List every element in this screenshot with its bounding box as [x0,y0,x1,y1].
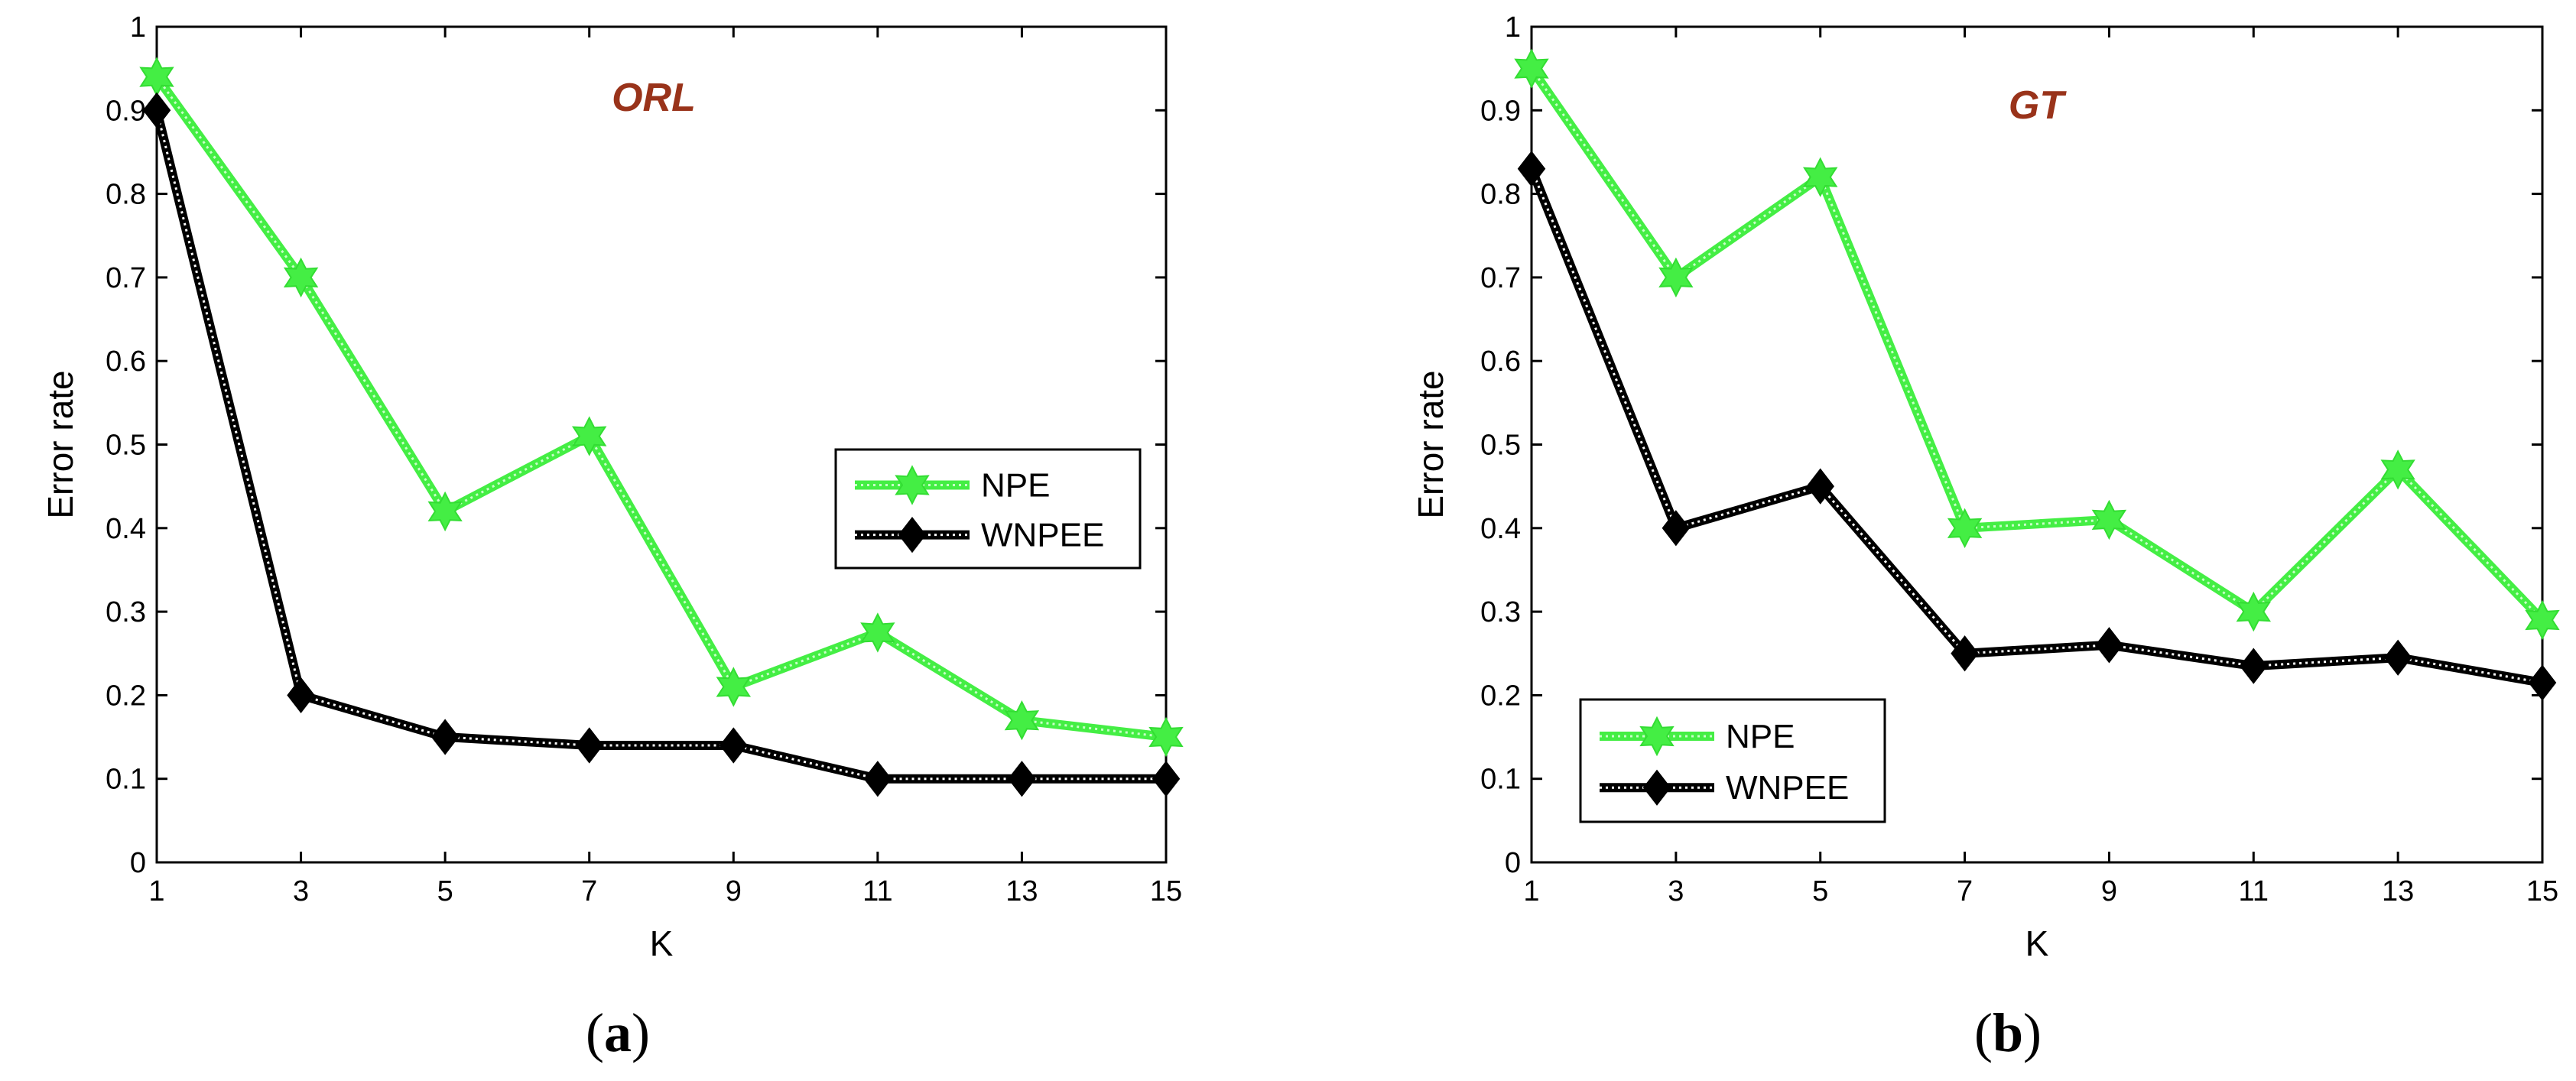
npe-point [2236,591,2272,632]
y-tick-label: 0.3 [1480,596,1521,628]
legend-box [834,448,1142,570]
wnpee-point [430,719,460,755]
wnpee-point [575,727,603,764]
wnpee-point [863,761,892,797]
npe-series-line-dash [155,76,1167,739]
chart-title: ORL [612,76,696,120]
y-tick-label: 0.7 [1480,262,1521,294]
y-tick-label: 0.3 [106,596,146,628]
y-tick-label: 0.1 [1480,764,1521,796]
y-tick-label: 0.2 [1480,680,1521,712]
x-tick-label: 9 [726,875,742,907]
legend-wnpee-label: WNPEE [981,517,1104,554]
npe-point [283,257,319,298]
x-axis-label: K [650,924,674,963]
npe-point [1802,157,1838,197]
wnpee-point [1517,151,1546,187]
npe-point [1658,257,1694,298]
x-tick-label: 7 [1957,875,1973,907]
x-tick-label: 3 [1668,875,1684,907]
npe-point [1947,508,1983,548]
wnpee-point [1152,761,1181,797]
x-tick-label: 11 [862,875,892,907]
legend-box [1579,698,1886,823]
y-tick-label: 0.6 [106,346,146,378]
npe-point [1148,716,1184,758]
x-tick-label: 13 [2382,875,2414,907]
x-tick-label: 5 [1812,875,1828,907]
x-tick-label: 1 [1523,875,1539,907]
wnpee-point [2095,627,2123,664]
y-axis-label: Error rate [1411,370,1450,518]
y-tick-label: 0.4 [106,513,146,545]
x-tick-label: 15 [1150,875,1182,907]
x-tick-label: 1 [148,875,164,907]
plot-area [155,25,1168,864]
y-tick-label: 0 [1505,847,1521,879]
y-tick-label: 0 [130,847,146,879]
npe-point [860,612,895,653]
legend-wnpee-label: WNPEE [1726,769,1849,807]
y-tick-label: 0.7 [106,262,146,294]
npe-point [427,491,463,532]
y-tick-label: 0.5 [106,430,146,462]
npe-point [716,667,752,707]
wnpee-point [2528,664,2557,701]
wnpee-point [142,92,171,128]
legend: NPE WNPEE [834,448,1142,570]
y-axis-label: Error rate [41,370,80,518]
wnpee-point [2383,639,2412,676]
x-tick-label: 13 [1005,875,1038,907]
y-tick-label: 0.1 [106,764,146,796]
wnpee-point [1806,468,1834,505]
npe-point [2380,450,2415,490]
x-axis-label: K [2025,924,2049,963]
wnpee-point [1008,761,1036,797]
chart-title: GT [2009,83,2067,128]
legend-npe-marker [895,465,930,505]
wnpee-point [720,727,748,764]
npe-point [571,416,607,456]
y-tick-label: 0.2 [106,680,146,712]
y-tick-label: 1 [1505,11,1521,44]
y-tick-label: 0.5 [1480,430,1521,462]
npe-series-line-dash [1530,67,2544,622]
legend-npe-marker [1639,716,1675,757]
x-tick-label: 11 [2239,875,2269,907]
wnpee-series-line-dash [1530,168,2543,684]
wnpee-point [2240,648,2268,684]
wnpee-point [1662,510,1691,547]
y-tick-label: 0.9 [106,95,146,127]
x-tick-label: 7 [581,875,597,907]
y-tick-label: 1 [130,11,146,44]
x-tick-label: 15 [2526,875,2558,907]
x-tick-label: 9 [2101,875,2117,907]
y-tick-label: 0.9 [1480,95,1521,127]
npe-point [1004,700,1040,741]
y-tick-label: 0.8 [106,179,146,211]
y-tick-label: 0.4 [1480,513,1521,545]
wnpee-point [1951,635,1979,672]
legend-wnpee-marker [898,516,927,553]
panel-caption: (a) [586,1002,650,1063]
legend-npe-label: NPE [1726,718,1795,755]
x-tick-label: 5 [437,875,453,907]
npe-point [2091,499,2127,540]
npe-point [1514,48,1549,89]
legend-npe-label: NPE [981,467,1050,505]
x-tick-label: 3 [293,875,309,907]
y-tick-label: 0.6 [1480,346,1521,378]
wnpee-point [287,677,315,714]
panel-caption: (b) [1974,1002,2042,1063]
y-tick-label: 0.8 [1480,179,1521,211]
legend: NPE WNPEE [1579,698,1886,823]
npe-point [2525,599,2560,641]
wnpee-series-line-dash [155,109,1166,781]
chart-panel-orl: 00.10.20.30.40.50.60.70.80.911 3 5 7 9 11 13 15… [41,11,1184,1063]
chart-panel-gt: 00.10.20.30.40.50.60.70.80.911 3 5 7 9 11 13 15… [1411,11,2560,1063]
legend-wnpee-marker [1642,769,1671,806]
